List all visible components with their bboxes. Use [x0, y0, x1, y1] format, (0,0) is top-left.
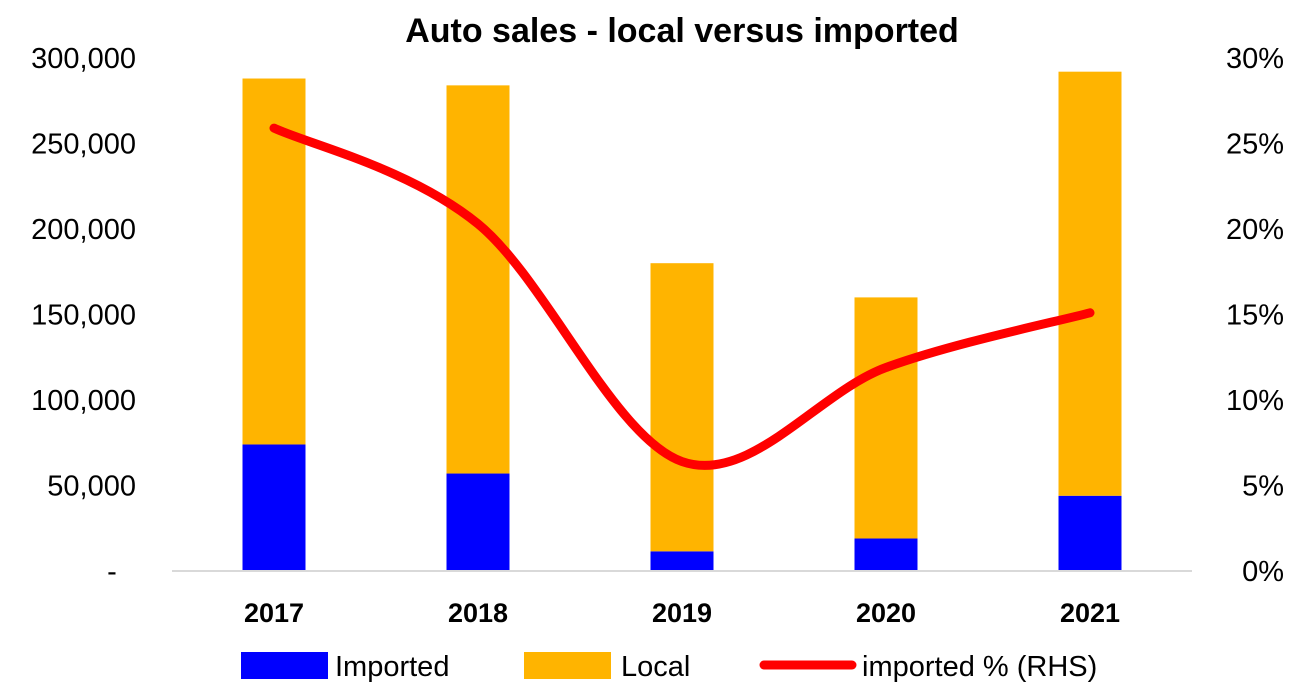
y-right-tick-label: 10% [1226, 385, 1284, 417]
legend-swatch-local [524, 652, 611, 679]
legend-swatch-imported [241, 652, 328, 679]
y-left-tick-label: 200,000 [31, 214, 136, 246]
x-tick-label-2020: 2020 [856, 598, 916, 628]
y-left-tick-label: - [107, 556, 117, 588]
y-left-tick-label: 300,000 [31, 43, 136, 75]
bar-imported-2021 [1058, 495, 1122, 571]
bar-local-2021 [1058, 71, 1122, 496]
bar-local-2018 [446, 85, 510, 474]
left-y-axis: - 50,000 100,000 150,000 200,000 250,000 300,0… [31, 43, 136, 588]
legend: Imported Local imported % (RHS) [241, 651, 1097, 683]
x-tick-label-2021: 2021 [1060, 598, 1120, 628]
y-right-tick-label: 0% [1242, 556, 1284, 588]
bars-group [242, 71, 1122, 571]
y-left-tick-label: 100,000 [31, 385, 136, 417]
x-axis-ticks: 2017 2018 2019 2020 2021 [244, 598, 1120, 628]
y-right-tick-label: 20% [1226, 214, 1284, 246]
legend-label: imported % (RHS) [862, 651, 1097, 683]
line-imported-pct [269, 123, 1095, 470]
bar-imported-2018 [446, 473, 510, 571]
x-tick-label-2018: 2018 [448, 598, 508, 628]
y-right-tick-label: 5% [1242, 471, 1284, 503]
y-right-tick-label: 25% [1226, 129, 1284, 161]
y-right-tick-label: 15% [1226, 300, 1284, 332]
right-y-axis: 0% 5% 10% 15% 20% 25% 30% [1226, 43, 1284, 588]
legend-label: Local [621, 651, 690, 683]
bar-local-2019 [650, 263, 714, 552]
bar-local-2020 [854, 297, 918, 539]
y-left-tick-label: 50,000 [47, 471, 136, 503]
bar-imported-2019 [650, 551, 714, 571]
chart-title: Auto sales - local versus imported [405, 12, 959, 50]
y-left-tick-label: 150,000 [31, 300, 136, 332]
bar-imported-2017 [242, 444, 306, 571]
x-tick-label-2019: 2019 [652, 598, 712, 628]
y-right-tick-label: 30% [1226, 43, 1284, 75]
y-left-tick-label: 250,000 [31, 129, 136, 161]
bar-imported-2020 [854, 538, 918, 571]
legend-label: Imported [335, 651, 449, 683]
x-tick-label-2017: 2017 [244, 598, 304, 628]
line-series-group [269, 123, 1095, 470]
